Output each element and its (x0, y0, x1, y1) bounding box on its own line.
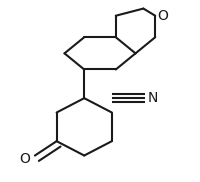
Text: N: N (147, 91, 158, 105)
Text: O: O (20, 152, 30, 166)
Text: O: O (157, 9, 168, 23)
